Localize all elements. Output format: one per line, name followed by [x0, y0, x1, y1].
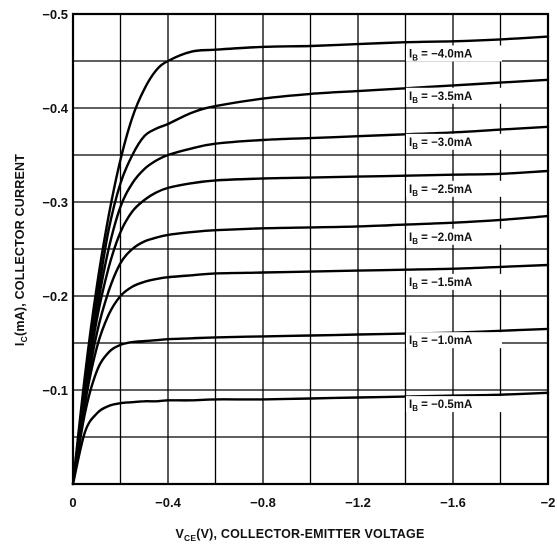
curve-label-background [406, 332, 502, 349]
x-tick-label: 0 [69, 495, 76, 510]
curve-labels: IB = −4.0mA IB = −3.5mA IB = −3.0mA IB = −2… [406, 45, 502, 413]
x-tick-label: −1.2 [345, 495, 371, 510]
curve-label: IB = −3.5mA [409, 91, 472, 105]
plot-frame [71, 12, 550, 486]
y-axis-title: IC(mA), COLLECTOR CURRENT [13, 154, 29, 346]
curve-label-background [406, 133, 502, 150]
series-line [71, 263, 550, 486]
curve-label: IB = −2.0mA [409, 232, 472, 246]
curve-label-background [406, 396, 502, 413]
curve-label-background [406, 87, 502, 104]
x-tick-label: −0.4 [155, 495, 181, 510]
x-tick-label: −2 [541, 495, 556, 510]
curve-label: IB = −4.0mA [409, 48, 472, 62]
x-tick-label: −0.8 [250, 495, 276, 510]
y-tick-label: −0.3 [42, 195, 68, 210]
curve-label: IB = −3.0mA [409, 137, 472, 151]
x-axis-title: VCE(V), COLLECTOR-EMITTER VOLTAGE [176, 527, 425, 543]
curve-label-background [406, 228, 502, 245]
y-tick-label: −0.5 [42, 7, 68, 22]
curve-label: IB = −0.5mA [409, 399, 472, 413]
x-tick-labels: 0 −0.4 −0.8 −1.2 −1.6 −2 [69, 495, 555, 510]
series-line [71, 78, 550, 486]
x-tick-label: −1.6 [440, 495, 466, 510]
y-tick-label: −0.2 [42, 289, 68, 304]
curve-label: IB = −1.5mA [409, 277, 472, 291]
series-line [71, 214, 550, 486]
y-tick-labels: −0.1 −0.2 −0.3 −0.4 −0.5 [42, 7, 68, 398]
curve-label-background [406, 180, 502, 197]
series-line [71, 35, 550, 486]
curve-label: IB = −1.0mA [409, 335, 472, 349]
curve-label-background [406, 45, 502, 62]
series-line [71, 169, 550, 486]
curve-label-background [406, 273, 502, 290]
y-tick-label: −0.1 [42, 383, 68, 398]
y-tick-label: −0.4 [42, 101, 68, 116]
curve-label: IB = −2.5mA [409, 184, 472, 198]
